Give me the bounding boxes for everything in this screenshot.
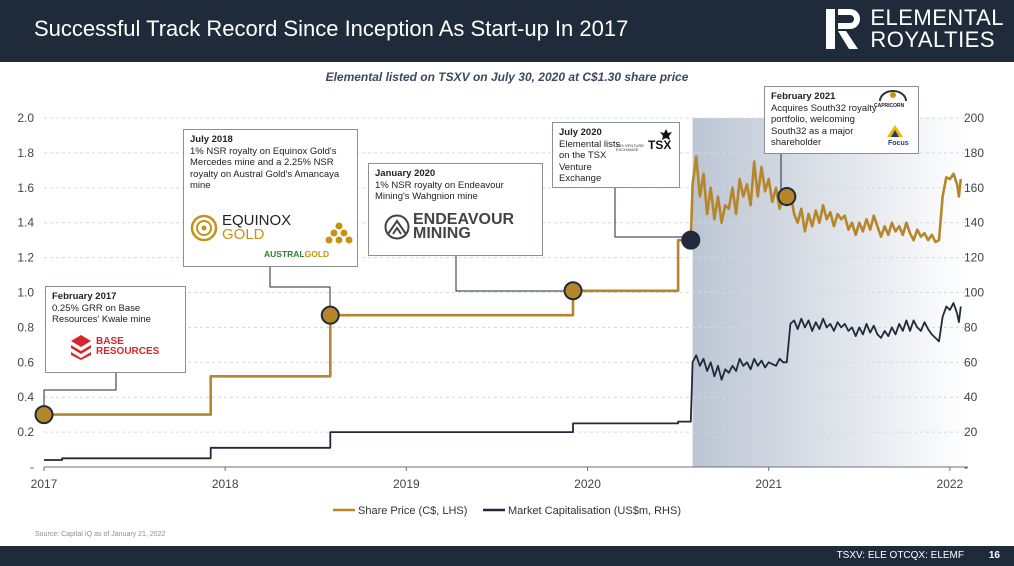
annotation-heading: February 2017	[52, 291, 117, 302]
y-tick-label-left: 2.0	[17, 111, 34, 125]
milestone-marker	[681, 230, 701, 250]
annotation-feb-2017: February 2017 0.25% GRR on Base Resource…	[45, 286, 186, 373]
annotation-body: 0.25% GRR on Base Resources' Kwale mine	[52, 302, 151, 326]
logo-text: ELEMENTAL ROYALTIES	[870, 7, 1004, 51]
y-tick-label-right: 60	[964, 355, 978, 369]
annotation-jan-2020: January 2020 1% NSR royalty on Endeavour…	[368, 163, 543, 256]
endeavour-text: ENDEAVOUR MINING	[413, 211, 515, 242]
x-tick-label: 2019	[393, 477, 420, 491]
base-resources-text: BASE RESOURCES	[96, 337, 159, 357]
endeavour-icon	[384, 214, 410, 240]
y-tick-label-right: 200	[964, 111, 984, 125]
equinox-icon	[190, 214, 218, 242]
annotation-heading: January 2020	[375, 168, 436, 179]
connector-line	[455, 256, 568, 292]
page-number: 16	[988, 550, 1000, 561]
annotation-jul-2020: July 2020 Elemental lists on the TSX Ven…	[552, 122, 680, 188]
y-tick-label-right: 140	[964, 216, 984, 230]
header-bar: Successful Track Record Since Inception …	[0, 0, 1014, 62]
y-tick-label-right: 160	[964, 181, 984, 195]
y-tick-label-right: 120	[964, 251, 984, 265]
connector-line	[43, 373, 117, 415]
y-tick-label-left: 0.8	[17, 320, 34, 334]
tsx-logo-text: TSX	[648, 138, 672, 152]
annotation-heading: February 2021	[771, 91, 836, 102]
page-title: Successful Track Record Since Inception …	[34, 16, 629, 41]
y-tick-label-left: 1.4	[17, 216, 34, 230]
y-tick-label-left: 0.2	[17, 425, 34, 439]
chart-area: --0.2200.4400.6600.8801.01001.21201.4140…	[17, 111, 984, 517]
x-tick-label: 2020	[574, 477, 601, 491]
milestone-marker	[34, 405, 54, 425]
y-tick-label-left: -	[30, 460, 34, 474]
austral-gold-icon	[325, 222, 353, 244]
y-tick-label-left: 1.8	[17, 146, 34, 160]
equinox-line2: GOLD	[222, 226, 265, 243]
y-tick-label-right: 180	[964, 146, 984, 160]
footer-bar: TSXV: ELE OTCQX: ELEMF 16	[0, 546, 1014, 566]
logo-line1: ELEMENTAL	[870, 5, 1004, 30]
legend: Share Price (C$, LHS) Market Capitalisati…	[333, 505, 681, 517]
series-lines	[44, 155, 963, 461]
y-tick-label-left: 1.2	[17, 251, 34, 265]
x-tick-label: 2017	[31, 477, 58, 491]
axes: --0.2200.4400.6600.8801.01001.21201.4140…	[17, 111, 984, 491]
annotation-body: 1% NSR royalty on Endeavour Mining's Wah…	[375, 179, 504, 203]
equinox-line1: EQUINOX	[222, 212, 292, 229]
annotation-heading: July 2020	[559, 127, 602, 138]
y-tick-label-right: 80	[964, 320, 978, 334]
y-tick-label-left: 0.6	[17, 355, 34, 369]
austral-gold-logo: AUSTRALGOLD	[264, 249, 329, 259]
x-tick-label: 2018	[212, 477, 239, 491]
endeavour-mining-logo: ENDEAVOUR MINING	[384, 211, 515, 242]
milestone-marker	[563, 281, 583, 301]
y-tick-label-right: 100	[964, 286, 984, 300]
focus-icon	[887, 125, 903, 137]
connector-line	[614, 188, 682, 238]
austral-text-a: AUSTRAL	[264, 249, 305, 259]
legend-label: Share Price (C$, LHS)	[358, 505, 467, 517]
series-line-share-price	[44, 155, 963, 416]
base-resources-icon	[71, 335, 91, 360]
annotation-body: 1% NSR royalty on Equinox Gold's Mercede…	[190, 145, 340, 192]
y-tick-label-left: 1.6	[17, 181, 34, 195]
y-tick-label-right: 40	[964, 390, 978, 404]
y-tick-label-left: 0.4	[17, 390, 34, 404]
logo-line2: ROYALTIES	[870, 27, 996, 52]
austral-text-b: GOLD	[304, 249, 330, 259]
tsx-leaf-icon	[660, 129, 672, 140]
capricorn-logo: CAPRICORN	[874, 103, 905, 109]
chart-subtitle: Elemental listed on TSXV on July 30, 202…	[325, 70, 689, 84]
series-line-market-cap	[44, 302, 962, 461]
milestone-markers	[34, 187, 797, 425]
annotation-body: Elemental lists on the TSX Venture Excha…	[559, 138, 621, 185]
y-tick-label-left: 1.0	[17, 286, 34, 300]
milestone-marker	[320, 305, 340, 325]
annotation-heading: July 2018	[190, 134, 233, 145]
annotation-jul-2018: July 2018 1% NSR royalty on Equinox Gold…	[183, 129, 358, 267]
base-line1: BASE	[96, 336, 124, 347]
connector-line	[269, 267, 331, 316]
annotation-body: Acquires South32 royalty portfolio, welc…	[771, 102, 877, 149]
equinox-gold-logo: EQUINOX GOLD	[190, 212, 292, 243]
source-note: Source: Capital IQ as of January 21, 202…	[35, 531, 166, 538]
focus-logo: Focus	[888, 140, 909, 147]
elemental-logo-icon	[826, 9, 861, 49]
x-tick-label: 2021	[755, 477, 782, 491]
equinox-text: EQUINOX GOLD	[222, 212, 292, 243]
endeavour-line2: MINING	[413, 225, 471, 242]
tsx-venture-logo-text: TSX VENTURE EXCHANGE	[616, 143, 645, 152]
base-line2: RESOURCES	[96, 346, 160, 357]
legend-label: Market Capitalisation (US$m, RHS)	[508, 505, 681, 517]
base-resources-logo: BASE RESOURCES	[70, 334, 159, 360]
y-tick-label-right: 20	[964, 425, 978, 439]
company-logo: ELEMENTAL ROYALTIES	[824, 4, 1004, 54]
capricorn-icon	[879, 90, 907, 102]
endeavour-line1: ENDEAVOUR	[413, 211, 515, 228]
ticker-symbols: TSXV: ELE OTCQX: ELEMF	[836, 550, 964, 561]
x-tick-label: 2022	[937, 477, 964, 491]
milestone-marker	[777, 187, 797, 207]
annotation-connectors	[43, 154, 782, 415]
